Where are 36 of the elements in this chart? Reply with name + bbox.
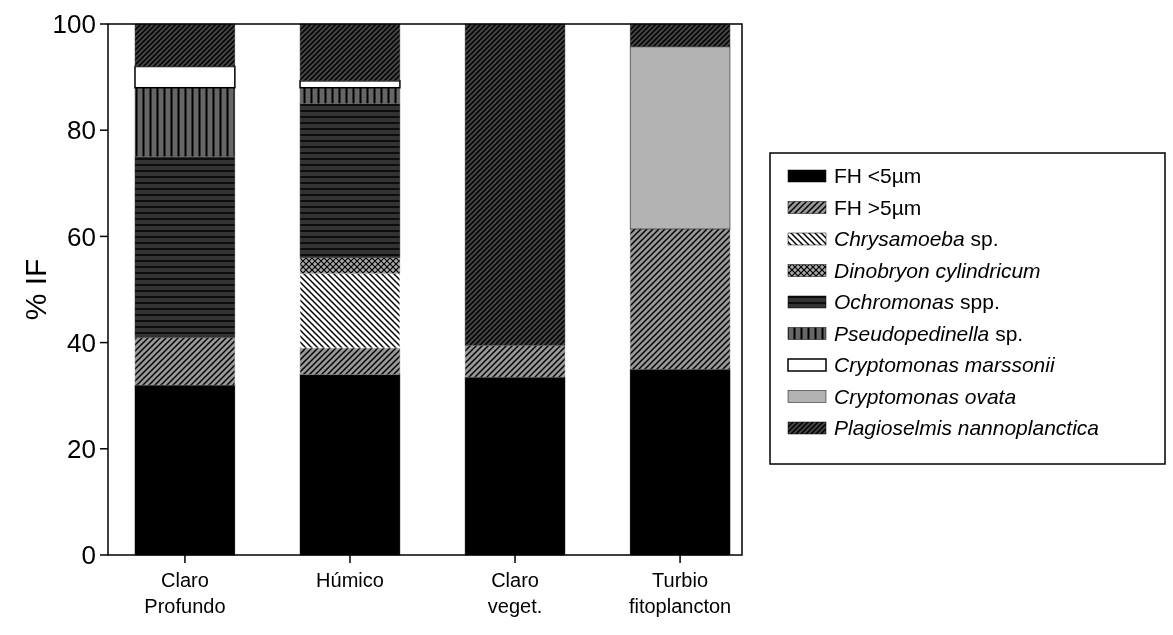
y-tick-label: 20: [67, 433, 96, 464]
y-tick-label: 80: [67, 115, 96, 146]
y-tick-label: 40: [67, 327, 96, 358]
legend-label: FH >5µm: [834, 195, 922, 219]
bar: [299, 103, 401, 258]
legend-label: Cryptomonas ovata: [834, 384, 1017, 408]
bar: [134, 87, 236, 157]
bar: [299, 273, 401, 349]
bar: [134, 23, 236, 67]
bar: [299, 23, 401, 82]
legend-label: Ochromonas spp.: [834, 290, 1000, 314]
bar: [629, 46, 731, 230]
x-tick-label: Turbio fitoplancton: [628, 569, 732, 617]
bar: [134, 156, 236, 338]
legend-label: Cryptomonas marssonii: [834, 353, 1056, 377]
legend-label: Plagioselmis nannoplanctica: [834, 416, 1100, 440]
bar: [134, 65, 236, 89]
y-tick-label: 100: [52, 9, 96, 40]
legend-label: Chrysamoeba sp.: [834, 227, 999, 251]
bar: [464, 345, 566, 378]
y-tick-label: 60: [67, 221, 96, 252]
bar: [629, 228, 731, 370]
bar: [299, 257, 401, 274]
legend-label: FH <5µm: [834, 164, 922, 188]
bar: [464, 23, 566, 346]
bar: [299, 87, 401, 104]
x-tick-label: Claro veget.: [487, 569, 543, 617]
bar: [299, 347, 401, 375]
y-tick-label: 0: [81, 540, 96, 571]
bar: [134, 337, 236, 386]
y-axis-title: % IF: [19, 258, 52, 321]
legend-label: Pseudopedinella sp.: [834, 321, 1024, 345]
bar: [629, 23, 731, 48]
x-tick-label: Húmico: [316, 569, 384, 591]
legend-label: Dinobryon cylindricum: [834, 258, 1041, 282]
x-tick-label: Claro Profundo: [144, 569, 226, 617]
